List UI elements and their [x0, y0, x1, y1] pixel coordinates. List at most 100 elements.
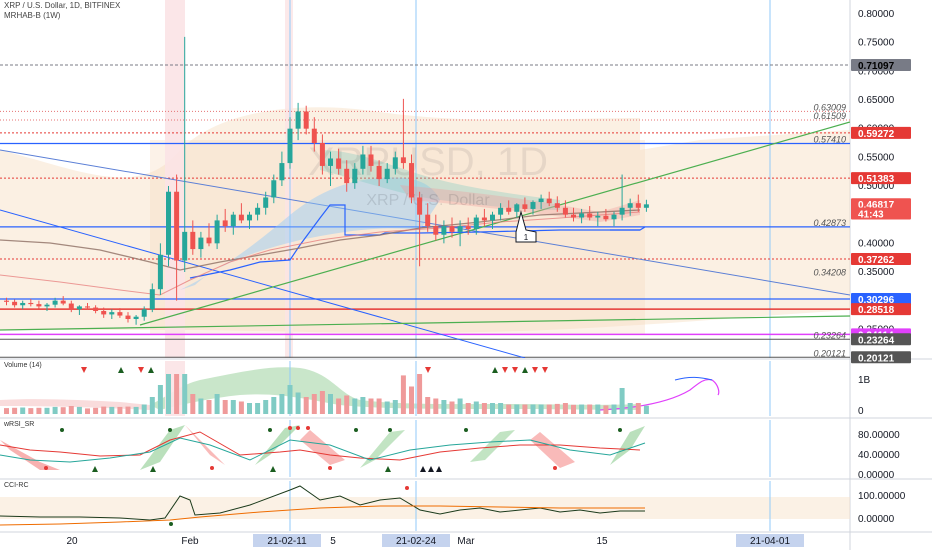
candle — [319, 134, 325, 175]
price-tag-label: 41:43 — [858, 210, 884, 221]
candle — [514, 203, 520, 218]
volume-bar — [571, 404, 576, 414]
volume-bar — [149, 397, 155, 414]
rsi-triangles — [92, 466, 442, 472]
indicator-tick-label: 0.00000 — [858, 514, 895, 525]
price-tag-label: 0.30296 — [858, 295, 895, 306]
candle — [579, 208, 585, 224]
time-highlight — [382, 534, 450, 547]
volume-ma-band — [150, 367, 640, 410]
candle — [230, 211, 236, 235]
candle — [60, 296, 66, 306]
candle — [311, 117, 317, 152]
volume-bar — [449, 401, 455, 414]
price-tag — [851, 207, 911, 220]
volume-bar — [595, 404, 601, 414]
volume-pane — [0, 361, 771, 416]
volume-bar — [287, 385, 293, 414]
volume-bar — [93, 407, 99, 414]
volume-bar — [206, 400, 212, 414]
volume-bar — [28, 408, 34, 414]
level-label: 0.20121 — [813, 348, 846, 358]
candle — [279, 151, 285, 186]
price-tag-label: 0.28518 — [858, 305, 895, 316]
wrsi-axis: 80.00000 40.00000 0.00000 — [858, 430, 900, 481]
candle — [627, 198, 633, 216]
time-axis[interactable]: 20 Feb 21-02-11 5 21-02-24 Mar 15 21-04-01 — [66, 534, 804, 547]
price-tag — [851, 59, 911, 72]
candle — [376, 160, 382, 186]
volume-bar — [182, 374, 188, 414]
price-tag-label: 0.37262 — [858, 255, 895, 266]
rsi-line-red — [0, 431, 641, 461]
candle — [36, 300, 42, 309]
volume-bar — [368, 398, 374, 414]
ascending-trendline — [139, 121, 850, 326]
volume-bar — [587, 404, 593, 414]
cloud-band — [180, 177, 440, 290]
trend-lines: 1 — [0, 121, 850, 358]
marker-callout — [515, 210, 537, 243]
price-tick-label: 0.80000 — [858, 9, 895, 20]
volume-bar — [635, 403, 641, 414]
candle — [619, 174, 625, 221]
indicator-header[interactable]: MRHAB-B (1W) — [4, 11, 61, 20]
ascending-trendline-2 — [0, 315, 850, 331]
volume-bar — [562, 403, 568, 414]
candle — [360, 145, 366, 175]
candle — [465, 217, 471, 235]
volume-forecast-curve — [599, 378, 720, 411]
volume-bar — [12, 407, 18, 414]
candle — [522, 197, 528, 212]
indicator-tick-label: 80.00000 — [858, 430, 900, 441]
candle — [206, 223, 212, 247]
symbol-header[interactable]: XRP / U.S. Dollar, 1D, BITFINEX — [4, 1, 121, 10]
volume-bar — [198, 398, 204, 414]
indicator-tick-label: 1B — [858, 375, 871, 386]
candle — [425, 203, 431, 232]
wrsi-pane-label[interactable]: wRSI_SR — [4, 421, 35, 428]
volume-bar — [514, 404, 520, 414]
candle — [368, 145, 374, 172]
volume-bar — [506, 404, 512, 414]
volume-bar — [271, 397, 277, 414]
candle — [109, 309, 115, 320]
watermark-main: XRPUSD, 1D — [308, 140, 548, 184]
candle — [587, 206, 593, 221]
candle — [157, 243, 163, 295]
cci-pane-label[interactable]: CCI-RC — [4, 482, 29, 489]
bollinger-band — [0, 107, 850, 333]
volume-bar — [336, 398, 342, 414]
moving-average-2 — [0, 211, 641, 296]
volume-bar — [611, 404, 617, 414]
volume-bar — [579, 404, 585, 414]
candle — [441, 220, 447, 244]
candle — [530, 200, 536, 215]
volume-bar — [352, 398, 358, 414]
rsi-green-band-3 — [360, 430, 405, 468]
volume-bar — [344, 395, 350, 414]
volume-bar — [425, 397, 431, 414]
volume-bar — [619, 388, 625, 414]
volume-bar — [279, 394, 285, 414]
volume-bar — [465, 403, 471, 414]
volume-bar — [263, 400, 269, 414]
time-tick-label: 20 — [66, 536, 78, 547]
candle — [352, 163, 358, 189]
volume-bar — [400, 375, 406, 414]
candle — [141, 306, 147, 321]
volume-bar — [490, 403, 495, 414]
rsi-green-band-4 — [470, 430, 515, 462]
price-tick-label: 0.55000 — [858, 152, 895, 163]
volume-bar — [473, 401, 479, 414]
price-tag-label: 0.46817 — [858, 200, 895, 211]
price-tag-label: 0.59272 — [858, 129, 895, 140]
level-label: 0.61509 — [813, 111, 846, 121]
volume-bar — [538, 404, 544, 414]
candle — [238, 203, 244, 224]
time-tick-label: 15 — [596, 536, 608, 547]
indicator-tick-label: 100.00000 — [858, 491, 906, 502]
volume-pane-label[interactable]: Volume (14) — [4, 362, 42, 369]
